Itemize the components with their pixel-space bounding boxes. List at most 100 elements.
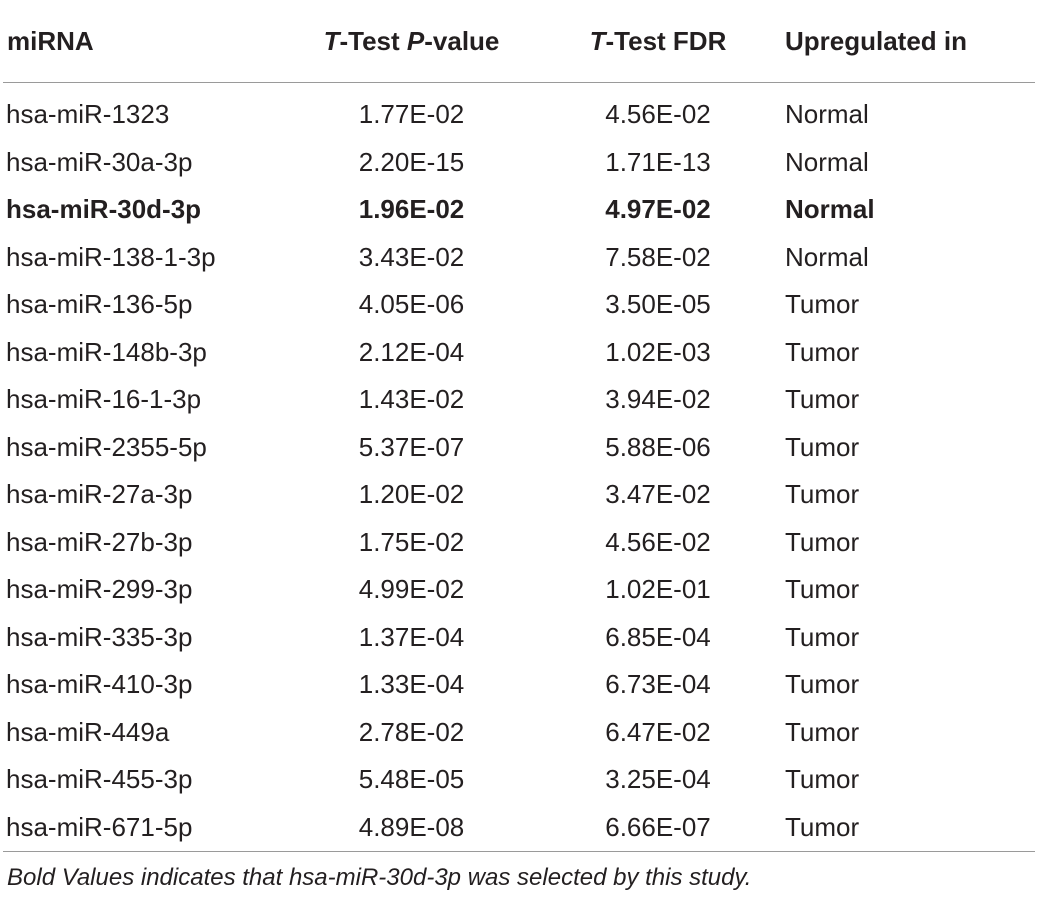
cell-mirna: hsa-miR-335-3p	[6, 621, 193, 652]
cell-upregulated: Tumor	[785, 384, 860, 415]
cell-pvalue: 1.43E-02	[358, 384, 465, 415]
table-row: hsa-miR-148b-3p 2.12E-04 1.02E-03 Tumor	[3, 329, 1035, 377]
footnote: Bold Values indicates that hsa-miR-30d-3…	[3, 851, 1035, 904]
table-row: hsa-miR-30a-3p 2.20E-15 1.71E-13 Normal	[3, 139, 1035, 187]
cell-fdr: 7.58E-02	[605, 241, 711, 272]
cell-upregulated: Normal	[785, 194, 875, 225]
cell-mirna: hsa-miR-1323	[6, 99, 170, 130]
table-header: miRNA T-Test P-value T-Test FDR Upregula…	[3, 0, 1035, 83]
cell-fdr: 3.47E-02	[605, 479, 711, 510]
header-pvalue: T-Test P-value	[288, 0, 535, 83]
cell-fdr: 4.56E-02	[605, 526, 711, 557]
cell-fdr: 3.50E-05	[605, 289, 711, 320]
header-mirna: miRNA	[3, 0, 288, 83]
table-row: hsa-miR-1323 1.77E-02 4.56E-02 Normal	[3, 83, 1035, 139]
cell-mirna: hsa-miR-671-5p	[6, 811, 193, 842]
cell-upregulated: Tumor	[785, 479, 860, 510]
cell-mirna: hsa-miR-455-3p	[6, 764, 193, 795]
cell-fdr: 6.66E-07	[605, 811, 711, 842]
cell-fdr: 1.71E-13	[605, 146, 711, 177]
header-upregulated: Upregulated in	[781, 0, 1035, 83]
header-pvalue-p: P	[406, 25, 425, 56]
footnote-row: Bold Values indicates that hsa-miR-30d-3…	[3, 851, 1035, 904]
cell-mirna: hsa-miR-27b-3p	[6, 526, 193, 557]
cell-mirna: hsa-miR-299-3p	[6, 574, 193, 605]
table-row: hsa-miR-410-3p 1.33E-04 6.73E-04 Tumor	[3, 661, 1035, 709]
cell-pvalue: 1.96E-02	[358, 194, 465, 225]
table-row: hsa-miR-138-1-3p 3.43E-02 7.58E-02 Normal	[3, 234, 1035, 282]
header-upregulated-label: Upregulated in	[785, 25, 968, 56]
cell-mirna: hsa-miR-148b-3p	[6, 336, 207, 367]
cell-mirna: hsa-miR-136-5p	[6, 289, 193, 320]
header-fdr-t: T	[589, 25, 606, 56]
cell-pvalue: 2.20E-15	[358, 146, 465, 177]
table-body: hsa-miR-1323 1.77E-02 4.56E-02 Normal hsa-mi…	[3, 83, 1035, 852]
cell-fdr: 3.94E-02	[605, 384, 711, 415]
cell-pvalue: 4.99E-02	[358, 574, 465, 605]
cell-pvalue: 2.78E-02	[358, 716, 465, 747]
cell-upregulated: Normal	[785, 146, 869, 177]
cell-pvalue: 1.20E-02	[358, 479, 465, 510]
cell-pvalue: 2.12E-04	[358, 336, 465, 367]
cell-fdr: 6.85E-04	[605, 621, 711, 652]
table-row: hsa-miR-136-5p 4.05E-06 3.50E-05 Tumor	[3, 281, 1035, 329]
cell-upregulated: Normal	[785, 241, 869, 272]
cell-upregulated: Tumor	[785, 621, 860, 652]
table-footer: Bold Values indicates that hsa-miR-30d-3…	[3, 851, 1035, 904]
cell-pvalue: 4.05E-06	[358, 289, 465, 320]
table-row: hsa-miR-27b-3p 1.75E-02 4.56E-02 Tumor	[3, 519, 1035, 567]
cell-pvalue: 3.43E-02	[358, 241, 465, 272]
table-row: hsa-miR-671-5p 4.89E-08 6.66E-07 Tumor	[3, 804, 1035, 852]
cell-mirna: hsa-miR-30a-3p	[6, 146, 193, 177]
cell-mirna: hsa-miR-449a	[6, 716, 170, 747]
table-row: hsa-miR-2355-5p 5.37E-07 5.88E-06 Tumor	[3, 424, 1035, 472]
cell-upregulated: Tumor	[785, 336, 860, 367]
cell-upregulated: Tumor	[785, 811, 860, 842]
cell-mirna: hsa-miR-30d-3p	[6, 194, 202, 225]
cell-upregulated: Tumor	[785, 526, 860, 557]
header-row: miRNA T-Test P-value T-Test FDR Upregula…	[3, 0, 1035, 83]
cell-pvalue: 4.89E-08	[358, 811, 465, 842]
table-row: hsa-miR-27a-3p 1.20E-02 3.47E-02 Tumor	[3, 471, 1035, 519]
table-row: hsa-miR-449a 2.78E-02 6.47E-02 Tumor	[3, 709, 1035, 757]
table-row: hsa-miR-455-3p 5.48E-05 3.25E-04 Tumor	[3, 756, 1035, 804]
cell-fdr: 5.88E-06	[605, 431, 711, 462]
table-row: hsa-miR-299-3p 4.99E-02 1.02E-01 Tumor	[3, 566, 1035, 614]
cell-pvalue: 5.37E-07	[358, 431, 465, 462]
cell-fdr: 3.25E-04	[605, 764, 711, 795]
table-row: hsa-miR-16-1-3p 1.43E-02 3.94E-02 Tumor	[3, 376, 1035, 424]
cell-fdr: 4.97E-02	[605, 194, 711, 225]
header-fdr: T-Test FDR	[535, 0, 781, 83]
cell-mirna: hsa-miR-27a-3p	[6, 479, 193, 510]
cell-pvalue: 1.75E-02	[358, 526, 465, 557]
cell-upregulated: Tumor	[785, 669, 860, 700]
cell-upregulated: Tumor	[785, 431, 860, 462]
cell-mirna: hsa-miR-2355-5p	[6, 431, 207, 462]
cell-mirna: hsa-miR-138-1-3p	[6, 241, 216, 272]
cell-fdr: 4.56E-02	[605, 99, 711, 130]
cell-pvalue: 1.33E-04	[358, 669, 465, 700]
cell-upregulated: Tumor	[785, 574, 860, 605]
cell-pvalue: 1.37E-04	[358, 621, 465, 652]
mirna-table: miRNA T-Test P-value T-Test FDR Upregula…	[3, 0, 1035, 904]
header-fdr-rest: -Test FDR	[605, 25, 727, 56]
cell-upregulated: Tumor	[785, 716, 860, 747]
cell-fdr: 1.02E-01	[605, 574, 711, 605]
cell-upregulated: Normal	[785, 99, 869, 130]
cell-pvalue: 5.48E-05	[358, 764, 465, 795]
cell-pvalue: 1.77E-02	[358, 99, 465, 130]
table-row: hsa-miR-335-3p 1.37E-04 6.85E-04 Tumor	[3, 614, 1035, 662]
header-mirna-label: miRNA	[7, 25, 94, 56]
cell-fdr: 6.73E-04	[605, 669, 711, 700]
cell-mirna: hsa-miR-410-3p	[6, 669, 193, 700]
cell-fdr: 6.47E-02	[605, 716, 711, 747]
cell-fdr: 1.02E-03	[605, 336, 711, 367]
header-pvalue-end: -value	[424, 25, 500, 56]
header-pvalue-mid: -Test	[339, 25, 407, 56]
table-row: hsa-miR-30d-3p 1.96E-02 4.97E-02 Normal	[3, 186, 1035, 234]
cell-upregulated: Tumor	[785, 289, 860, 320]
header-pvalue-t: T	[323, 25, 340, 56]
cell-mirna: hsa-miR-16-1-3p	[6, 384, 202, 415]
cell-upregulated: Tumor	[785, 764, 860, 795]
